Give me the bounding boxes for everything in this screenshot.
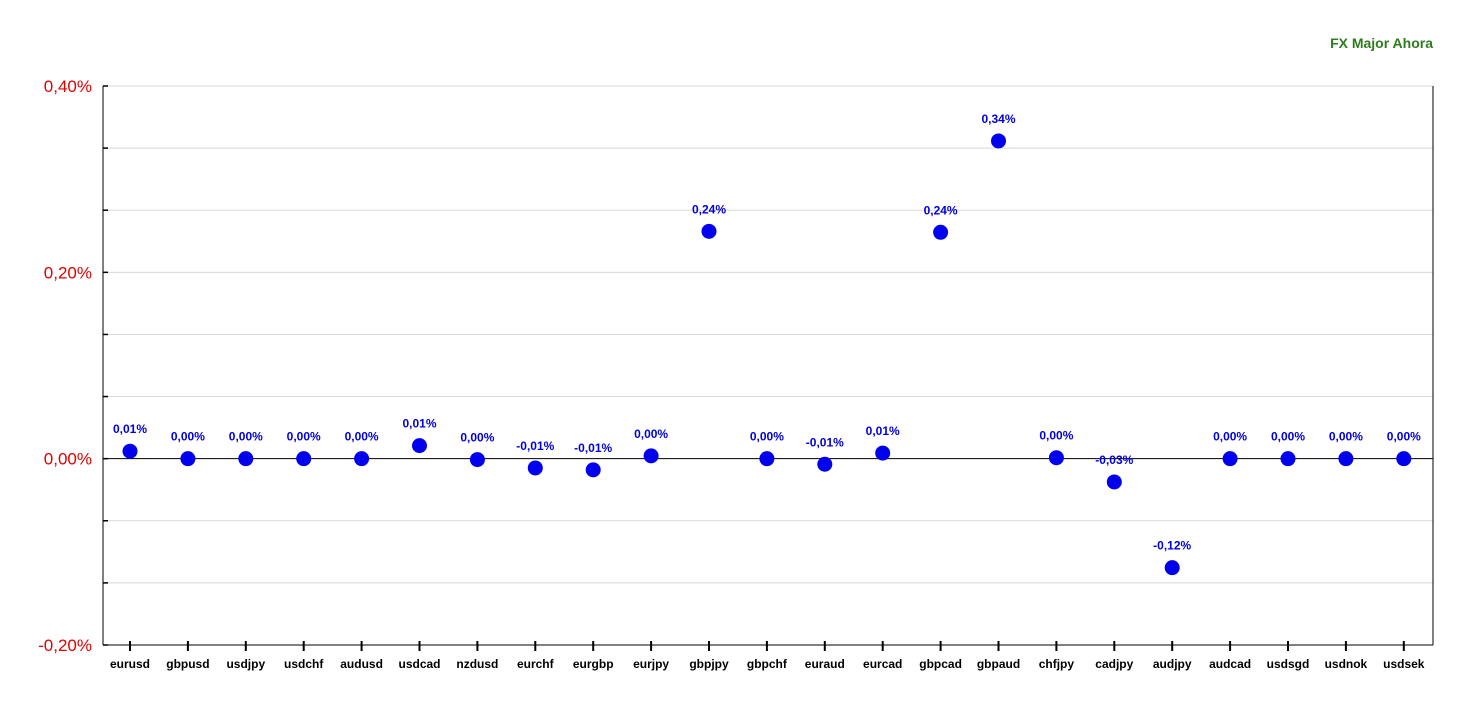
data-points <box>122 133 1412 576</box>
data-point <box>817 456 833 472</box>
data-point <box>643 448 659 464</box>
x-tick-label: usdsek <box>1383 657 1425 671</box>
data-label: 0,24% <box>924 203 958 217</box>
data-label: -0,01% <box>574 441 612 455</box>
chart-title: FX Major Ahora <box>1330 35 1433 51</box>
data-label: 0,00% <box>750 430 784 444</box>
data-label: 0,01% <box>402 417 436 431</box>
axes <box>102 85 1434 651</box>
x-tick-label: euraud <box>805 657 845 671</box>
data-point <box>296 451 312 467</box>
x-tick-label: eurjpy <box>633 657 669 671</box>
data-label: 0,00% <box>1271 430 1305 444</box>
data-point <box>238 451 254 467</box>
data-point <box>759 451 775 467</box>
data-point <box>1106 474 1122 490</box>
data-point <box>1222 451 1238 467</box>
x-tick-label: usdcad <box>398 657 440 671</box>
x-axis-tick-labels: eurusd gbpusd usdjpy usdchf audusd usdcad nzdu… <box>110 657 1425 671</box>
data-point <box>1048 450 1064 466</box>
x-tick-label: gbpusd <box>166 657 209 671</box>
data-label: 0,00% <box>460 431 494 445</box>
y-tick-label: 0,20% <box>44 263 92 282</box>
data-point <box>875 445 891 461</box>
x-tick-label: gbpjpy <box>689 657 729 671</box>
x-tick-label: gbpaud <box>977 657 1020 671</box>
data-label: -0,12% <box>1153 539 1191 553</box>
data-point <box>527 460 543 476</box>
data-point <box>933 224 949 240</box>
data-point <box>585 462 601 478</box>
data-point <box>122 443 138 459</box>
x-tick-label: audusd <box>340 657 383 671</box>
data-point <box>354 451 370 467</box>
x-tick-label: eurusd <box>110 657 150 671</box>
x-tick-label: usdnok <box>1325 657 1368 671</box>
x-tick-label: eurcad <box>863 657 902 671</box>
y-tick-label: 0,40% <box>44 77 92 96</box>
x-tick-label: gbpcad <box>919 657 962 671</box>
y-tick-label: 0,00% <box>44 450 92 469</box>
data-label: 0,01% <box>866 424 900 438</box>
data-label: 0,00% <box>634 427 668 441</box>
x-tick-label: chfjpy <box>1039 657 1075 671</box>
data-point <box>180 451 196 467</box>
x-tick-label: nzdusd <box>456 657 498 671</box>
data-label: 0,00% <box>345 430 379 444</box>
x-tick-label: gbpchf <box>747 657 788 671</box>
data-point <box>1164 560 1180 576</box>
data-point <box>412 438 427 454</box>
y-tick-label: -0,20% <box>38 636 92 655</box>
x-tick-label: usdchf <box>284 657 324 671</box>
data-label: 0,24% <box>692 202 726 216</box>
data-label: 0,00% <box>1329 430 1363 444</box>
data-labels: 0,01% 0,00% 0,00% 0,00% 0,00% 0,01% 0,00% -0,01… <box>113 112 1421 553</box>
data-point <box>991 133 1006 149</box>
data-label: 0,00% <box>1387 430 1421 444</box>
x-tick-label: cadjpy <box>1095 657 1133 671</box>
data-point <box>469 452 485 468</box>
data-label: -0,01% <box>516 439 554 453</box>
data-point <box>701 223 717 239</box>
grid-lines <box>103 85 1433 646</box>
data-label: -0,01% <box>806 435 844 449</box>
data-label: 0,00% <box>1213 430 1247 444</box>
data-label: 0,00% <box>229 430 263 444</box>
x-tick-label: audcad <box>1209 657 1251 671</box>
data-label: 0,01% <box>113 422 147 436</box>
data-point <box>1396 451 1412 467</box>
x-tick-label: eurgbp <box>573 657 614 671</box>
data-label: 0,00% <box>287 430 321 444</box>
y-axis-tick-labels: 0,40% 0,20% 0,00% -0,20% <box>38 77 92 655</box>
data-label: -0,03% <box>1095 453 1133 467</box>
x-tick-label: usdjpy <box>226 657 265 671</box>
data-label: 0,34% <box>981 112 1015 126</box>
data-label: 0,00% <box>171 430 205 444</box>
x-tick-label: usdsgd <box>1267 657 1310 671</box>
x-tick-label: eurchf <box>517 657 555 671</box>
x-tick-label: audjpy <box>1153 657 1192 671</box>
data-point <box>1338 451 1354 467</box>
data-label: 0,00% <box>1039 429 1073 443</box>
data-point <box>1280 451 1296 467</box>
